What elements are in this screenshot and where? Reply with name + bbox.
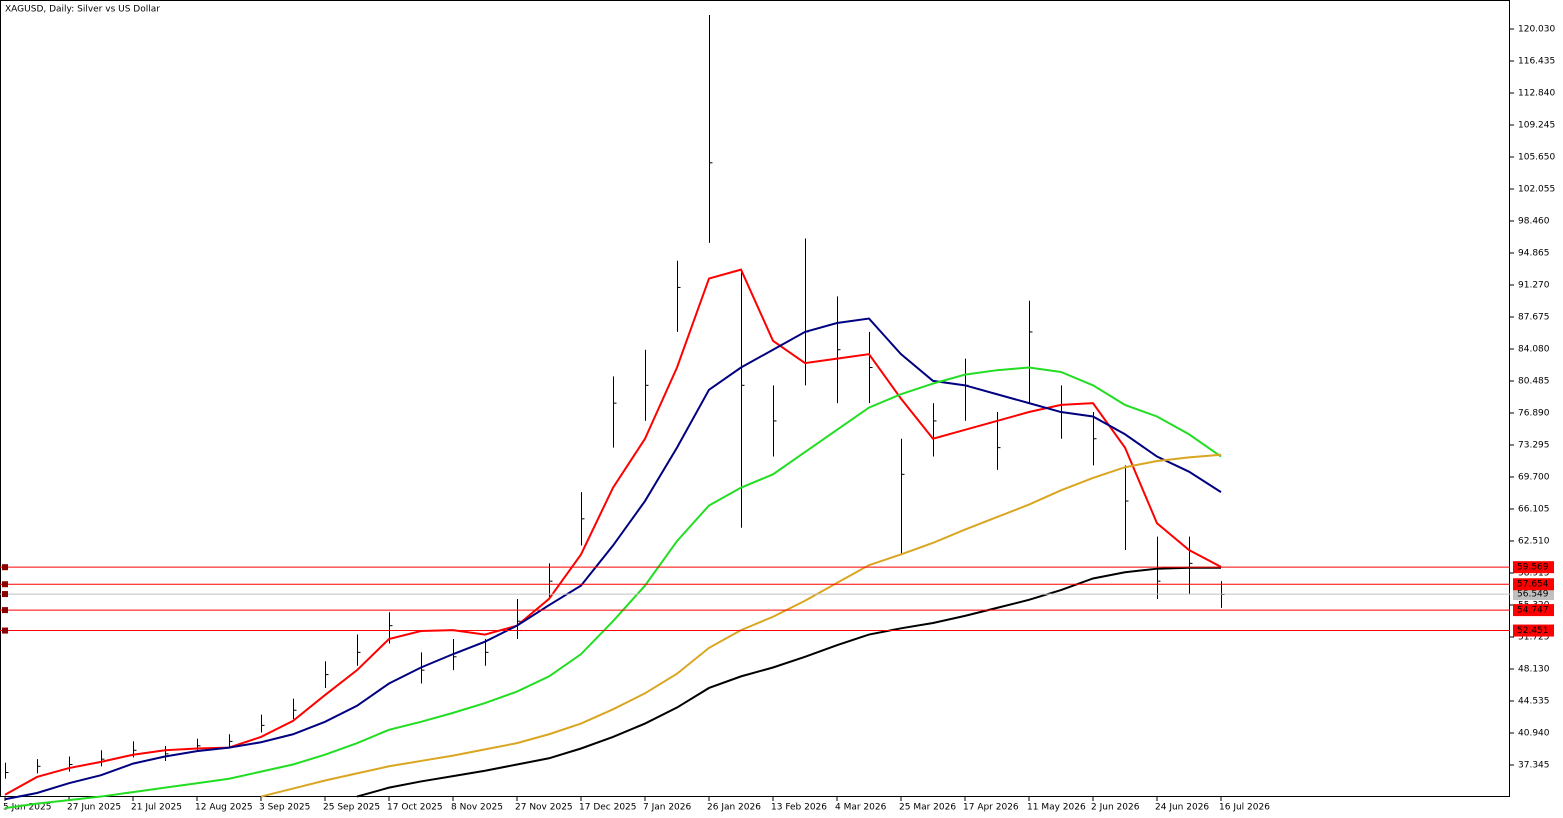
x-tick-label: 27 Nov 2025 <box>515 803 573 813</box>
y-tick-label: 44.535 <box>1518 697 1550 707</box>
moving-average <box>4 366 1222 810</box>
level-label: 59.569 <box>1517 563 1549 573</box>
x-tick-label: 26 Jan 2026 <box>707 803 761 813</box>
y-tick-label: 80.485 <box>1518 377 1550 387</box>
level-tag <box>1513 561 1554 574</box>
x-tick-label: 12 Aug 2025 <box>195 803 253 813</box>
current-price-label: 56.549 <box>1517 590 1549 600</box>
moving-average <box>4 268 1222 796</box>
x-tick-label: 21 Jul 2025 <box>131 803 182 813</box>
y-tick-label: 116.435 <box>1518 57 1555 67</box>
x-tick-label: 13 Feb 2026 <box>771 803 827 813</box>
x-tick-label: 3 Sep 2025 <box>259 803 310 813</box>
y-tick-label: 102.055 <box>1518 185 1555 195</box>
x-tick-label: 7 Jan 2026 <box>643 803 691 813</box>
x-tick-label: 8 Nov 2025 <box>451 803 503 813</box>
y-tick-label: 76.890 <box>1518 409 1550 419</box>
y-tick-label: 69.700 <box>1518 473 1550 483</box>
y-tick-label: 58.915 <box>1518 569 1550 579</box>
y-tick-label: 48.130 <box>1518 665 1550 675</box>
x-tick-label: 25 Mar 2026 <box>899 803 956 813</box>
level-label: 54.747 <box>1517 606 1549 616</box>
y-tick-label: 105.650 <box>1518 153 1555 163</box>
level-marker <box>2 581 8 588</box>
y-tick-label: 112.840 <box>1518 89 1555 99</box>
x-tick-label: 4 Mar 2026 <box>835 803 887 813</box>
y-tick-label: 98.460 <box>1518 217 1550 227</box>
level-tag <box>1513 578 1554 591</box>
x-tick-label: 2 Jun 2026 <box>1091 803 1140 813</box>
y-tick-label: 84.080 <box>1518 345 1550 355</box>
level-marker <box>2 564 8 571</box>
x-tick-label: 16 Jul 2026 <box>1219 803 1270 813</box>
y-tick-label: 91.270 <box>1518 281 1550 291</box>
y-tick-label: 87.675 <box>1518 313 1550 323</box>
x-tick-label: 17 Dec 2025 <box>579 803 637 813</box>
x-tick-label: 25 Sep 2025 <box>323 803 380 813</box>
y-tick-label: 120.030 <box>1518 25 1555 35</box>
level-marker <box>2 627 8 634</box>
moving-average <box>4 317 1222 801</box>
x-tick-label: 17 Apr 2026 <box>963 803 1019 813</box>
x-tick-label: 17 Oct 2025 <box>387 803 443 813</box>
level-label: 57.654 <box>1517 580 1549 590</box>
y-tick-label: 40.940 <box>1518 729 1550 739</box>
y-tick-label: 51.725 <box>1518 633 1550 643</box>
x-tick-label: 27 Jun 2025 <box>67 803 121 813</box>
x-tick-label: 5 Jun 2025 <box>3 803 51 813</box>
y-tick-label: 62.510 <box>1518 537 1550 547</box>
level-marker <box>2 607 8 614</box>
current-price-tag <box>1513 588 1554 601</box>
x-tick-label: 11 May 2026 <box>1027 803 1086 813</box>
level-tag <box>1513 604 1554 617</box>
chart-title: XAGUSD, Daily: Silver vs US Dollar <box>5 5 160 15</box>
x-tick-label: 24 Jun 2026 <box>1155 803 1209 813</box>
y-tick-label: 109.245 <box>1518 121 1555 131</box>
y-tick-label: 37.345 <box>1518 761 1550 771</box>
level-tag <box>1513 624 1554 637</box>
y-tick-label: 73.295 <box>1518 441 1550 451</box>
y-tick-label: 66.105 <box>1518 505 1550 515</box>
level-label: 52.451 <box>1517 626 1549 636</box>
current-price-marker <box>2 591 8 598</box>
plot-frame <box>0 0 1510 797</box>
y-tick-label: 94.865 <box>1518 249 1550 259</box>
